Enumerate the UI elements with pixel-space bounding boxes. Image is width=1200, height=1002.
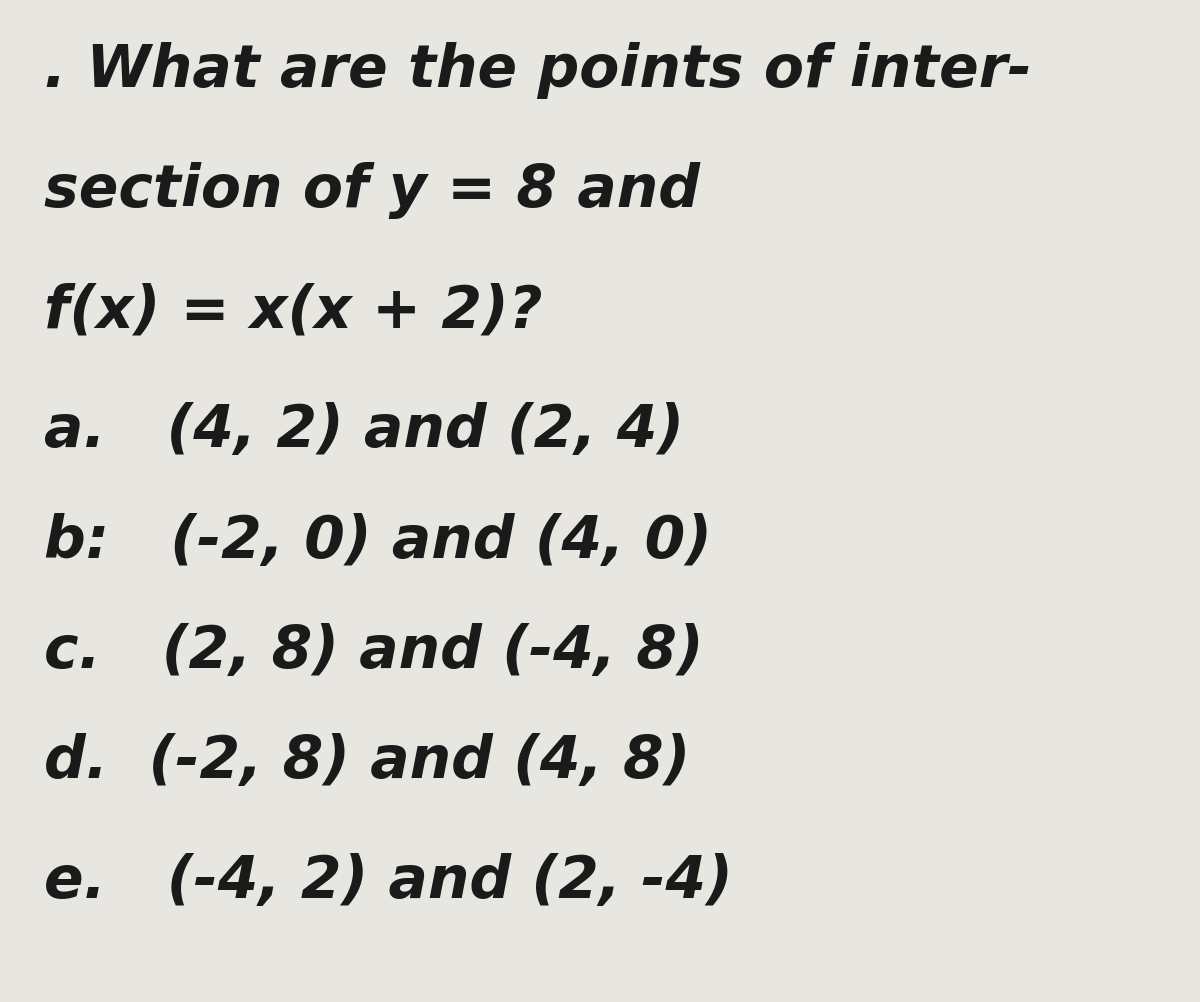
Text: c.   (2, 8) and (-4, 8): c. (2, 8) and (-4, 8)	[44, 623, 703, 679]
Text: e.   (-4, 2) and (2, -4): e. (-4, 2) and (2, -4)	[44, 854, 733, 910]
Text: . What are the points of inter-: . What are the points of inter-	[44, 42, 1032, 98]
Text: a.   (4, 2) and (2, 4): a. (4, 2) and (2, 4)	[44, 403, 684, 459]
Text: b:   (-2, 0) and (4, 0): b: (-2, 0) and (4, 0)	[44, 513, 712, 569]
Text: section of y = 8 and: section of y = 8 and	[44, 162, 701, 218]
Text: d.  (-2, 8) and (4, 8): d. (-2, 8) and (4, 8)	[44, 733, 690, 790]
Text: f(x) = x(x + 2)?: f(x) = x(x + 2)?	[44, 283, 542, 339]
